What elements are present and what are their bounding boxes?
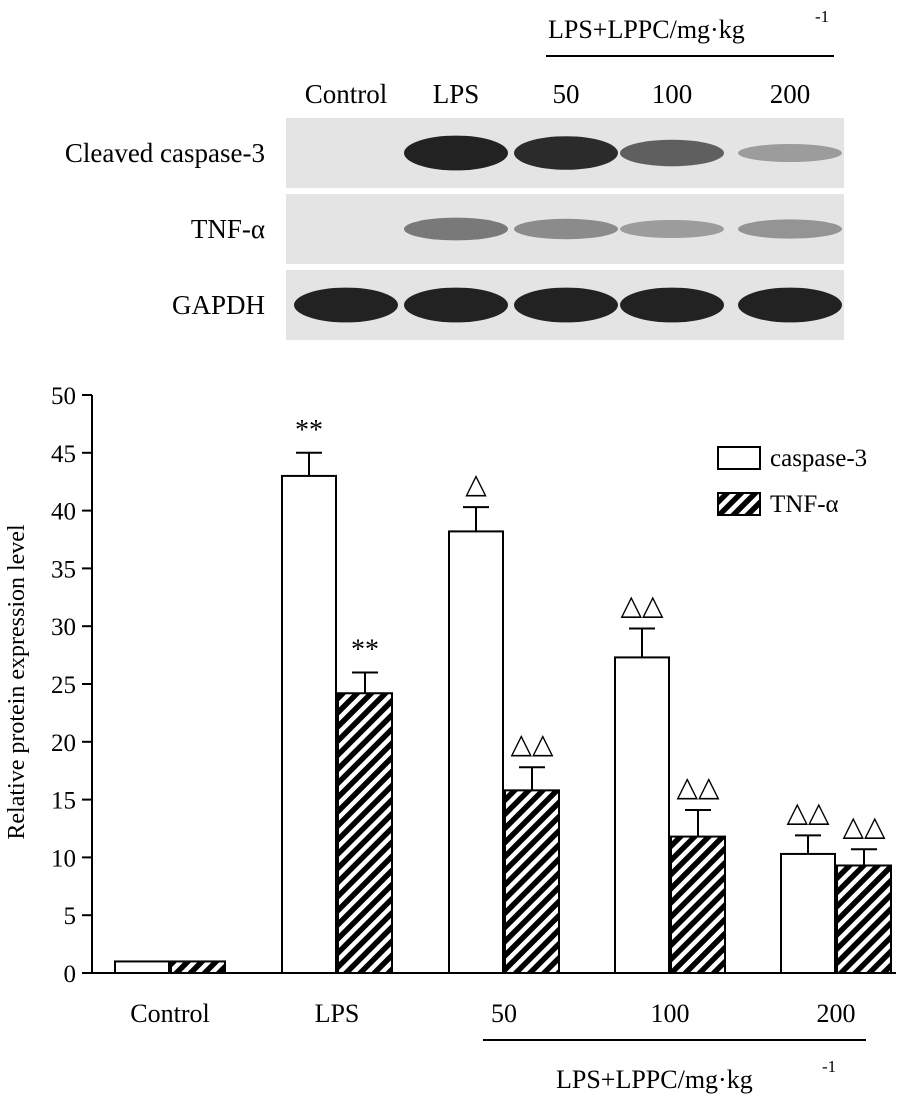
blot-band xyxy=(404,135,508,171)
significance-marker: ** xyxy=(295,415,323,446)
western-blot-panel: LPS+LPPC/mg·kg -1 Control LPS 50 100 200 Cle… xyxy=(65,7,844,340)
lane-label-100: 100 xyxy=(652,79,693,109)
blot-band xyxy=(738,144,842,162)
bar-tnf-alpha-control xyxy=(170,960,226,975)
blot-band xyxy=(620,287,724,323)
bar-caspase-3-lps xyxy=(281,474,337,974)
bar-caspase-3-control xyxy=(114,960,170,975)
blot-band xyxy=(738,287,842,323)
series-caspase-3: **△△△△△ xyxy=(114,415,836,975)
lane-label-control: Control xyxy=(305,79,388,109)
blot-row-gapdh: GAPDH xyxy=(172,270,844,340)
blot-group-header: LPS+LPPC/mg·kg xyxy=(548,15,745,44)
blot-band xyxy=(620,220,724,238)
blot-band xyxy=(404,217,508,241)
significance-marker: △△ xyxy=(510,729,554,760)
blot-band xyxy=(514,136,618,170)
legend-swatch-tnf-alpha xyxy=(717,492,761,516)
x-tick-label-200: 200 xyxy=(817,999,856,1028)
blot-row-label: GAPDH xyxy=(172,290,265,320)
x-group-label-superscript: -1 xyxy=(822,1057,836,1076)
legend: caspase-3 TNF-α xyxy=(717,445,867,518)
y-tick-label: 35 xyxy=(51,556,76,583)
lane-label-lps: LPS xyxy=(433,79,480,109)
x-tick-label-50: 50 xyxy=(491,999,517,1028)
significance-marker: △△ xyxy=(786,797,830,828)
y-tick-label: 25 xyxy=(51,672,76,699)
series-tnf-alpha: ** △△ △△ △△ xyxy=(170,634,892,975)
significance-marker: △△ xyxy=(842,811,886,842)
significance-marker: △△ xyxy=(620,591,664,622)
blot-row-label: TNF-α xyxy=(191,214,265,244)
y-tick-label: 5 xyxy=(64,903,77,930)
bar-tnf-alpha-50 xyxy=(504,789,560,974)
y-tick-label: 15 xyxy=(51,788,76,815)
bar-tnf-alpha-lps xyxy=(337,692,393,974)
bar-tnf-alpha-200 xyxy=(836,864,892,975)
y-tick-label: 45 xyxy=(51,441,76,468)
blot-band xyxy=(294,287,398,323)
x-tick-label-100: 100 xyxy=(651,999,690,1028)
lane-label-200: 200 xyxy=(770,79,811,109)
blot-group-header-superscript: -1 xyxy=(815,7,829,26)
y-tick-label: 50 xyxy=(51,383,76,410)
lane-label-50: 50 xyxy=(553,79,580,109)
legend-label-tnf-alpha: TNF-α xyxy=(770,491,839,518)
legend-label-caspase-3: caspase-3 xyxy=(770,445,867,472)
x-tick-label-control: Control xyxy=(130,999,209,1028)
y-axis-title: Relative protein expression level xyxy=(4,524,30,840)
bar-caspase-3-50 xyxy=(448,530,504,975)
legend-swatch-caspase-3 xyxy=(717,446,761,470)
bar-tnf-alpha-100 xyxy=(670,835,726,974)
blot-row-cleaved-caspase-3: Cleaved caspase-3 xyxy=(65,118,844,188)
y-tick-label: 0 xyxy=(64,961,77,988)
y-tick-label: 10 xyxy=(51,845,76,872)
x-group-label: LPS+LPPC/mg·kg xyxy=(556,1065,753,1094)
blot-band xyxy=(620,139,724,167)
blot-row-label: Cleaved caspase-3 xyxy=(65,138,265,168)
blot-band xyxy=(514,218,618,240)
bar-chart: Relative protein expression level 0 5 10 15… xyxy=(4,383,896,1094)
blot-band xyxy=(514,287,618,323)
x-tick-label-lps: LPS xyxy=(315,999,360,1028)
y-tick-label: 20 xyxy=(51,730,76,757)
significance-marker: △ xyxy=(465,469,487,500)
blot-row-tnf-alpha: TNF-α xyxy=(191,194,844,264)
significance-marker: △△ xyxy=(676,772,720,803)
bar-caspase-3-200 xyxy=(780,852,836,975)
y-tick-label: 30 xyxy=(51,614,76,641)
blot-band xyxy=(738,219,842,239)
blot-band xyxy=(404,287,508,323)
significance-marker: ** xyxy=(351,634,379,665)
y-tick-label: 40 xyxy=(51,499,76,526)
bar-caspase-3-100 xyxy=(614,656,670,974)
